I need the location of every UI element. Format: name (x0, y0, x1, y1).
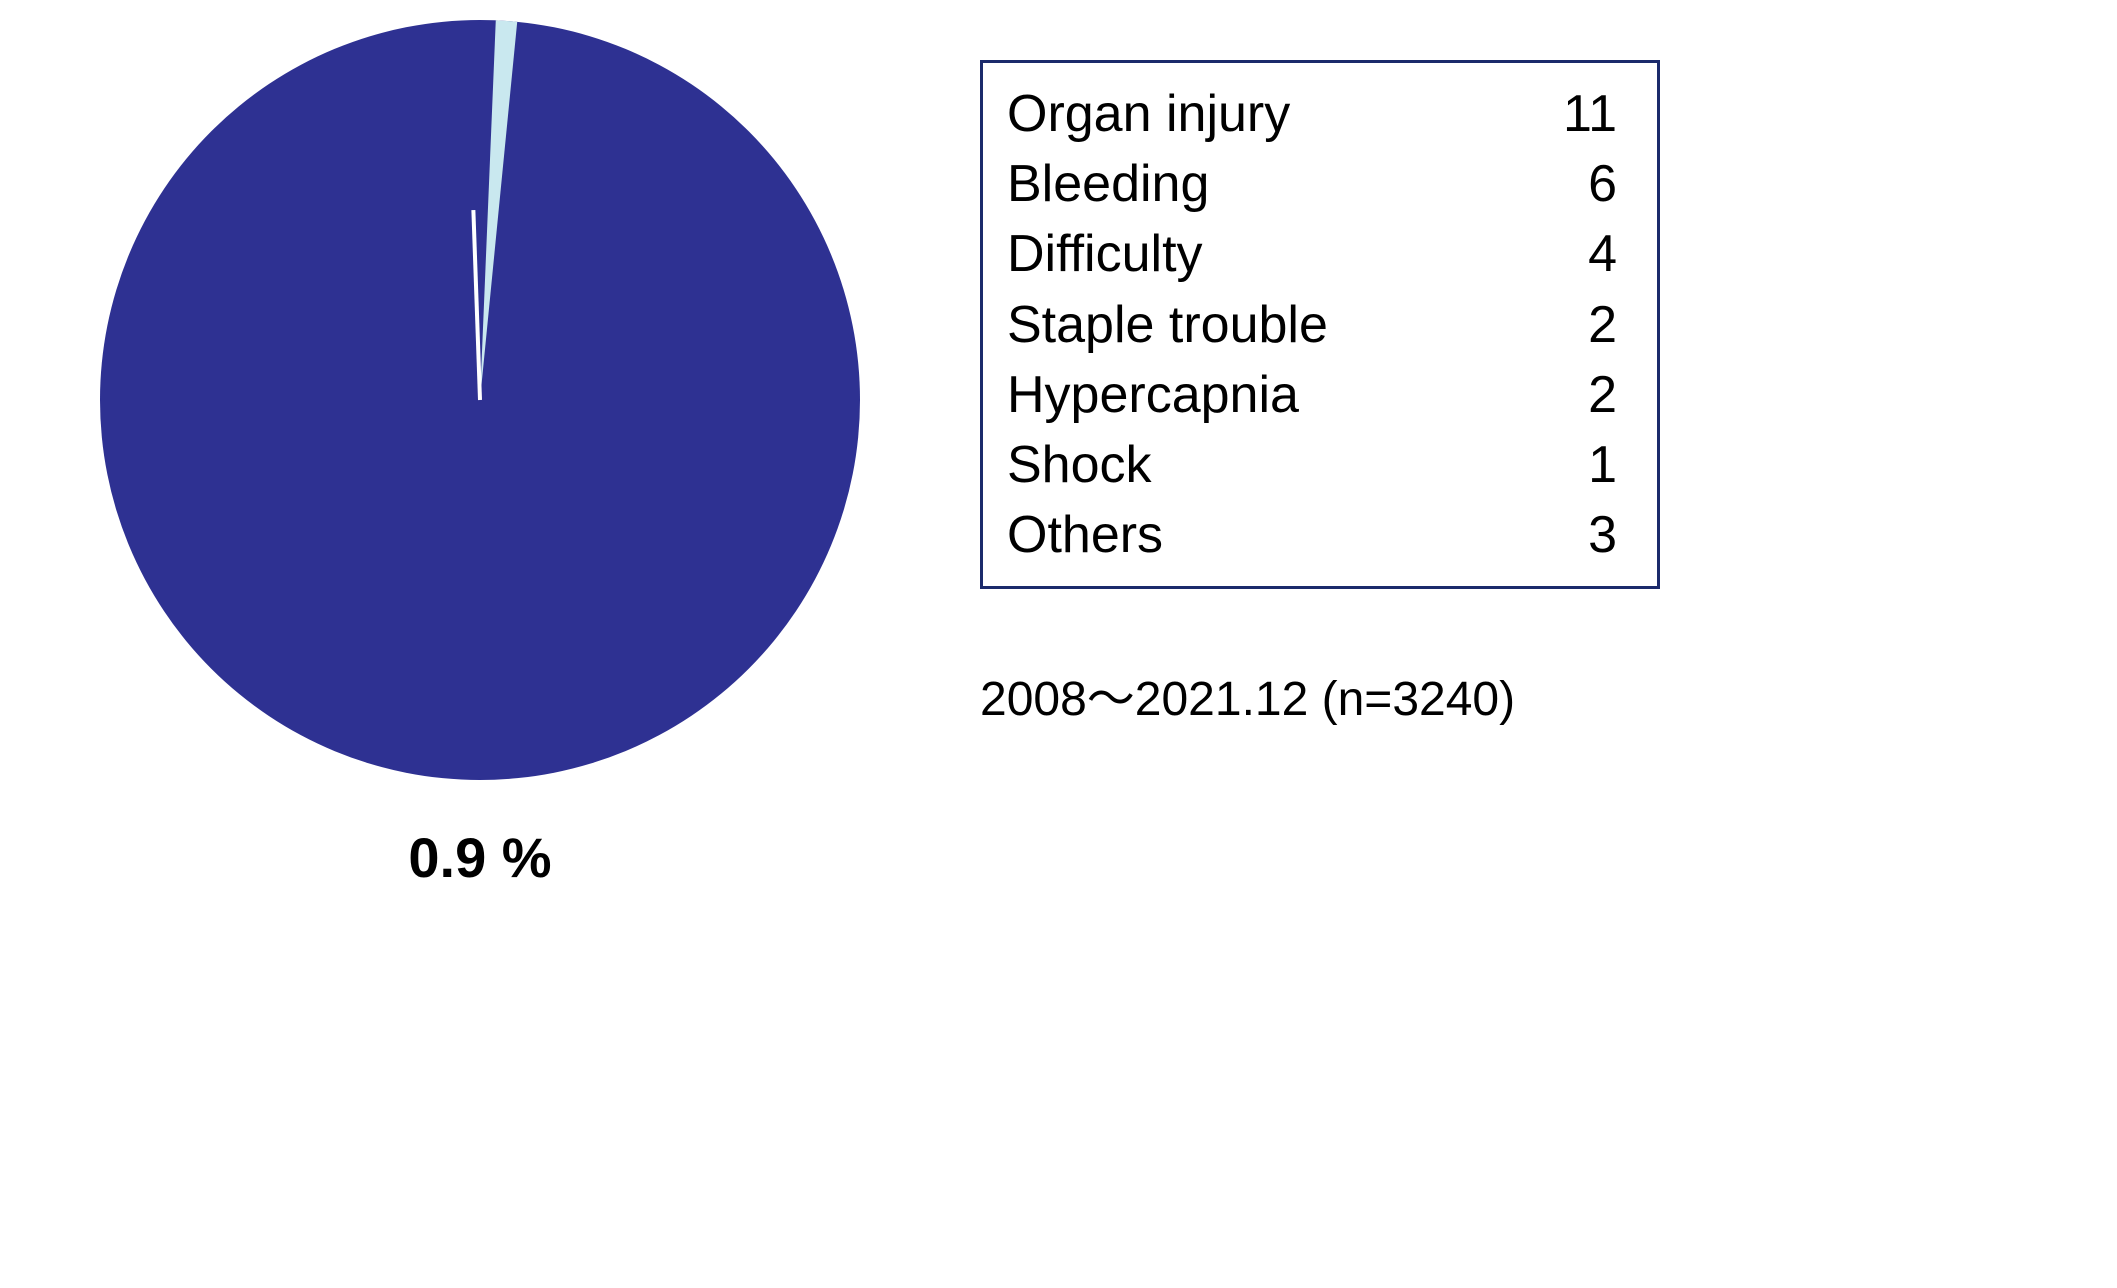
legend-value: 3 (1557, 500, 1617, 570)
legend-value: 11 (1557, 79, 1617, 149)
legend-row: Difficulty 4 (1007, 219, 1617, 289)
legend-value: 2 (1557, 360, 1617, 430)
legend-row: Hypercapnia 2 (1007, 360, 1617, 430)
legend-label: Bleeding (1007, 149, 1249, 219)
pie-svg (100, 20, 860, 780)
legend-label: Hypercapnia (1007, 360, 1339, 430)
legend-label: Shock (1007, 430, 1192, 500)
pie-chart (100, 20, 860, 785)
legend-label: Staple trouble (1007, 290, 1368, 360)
legend-value: 2 (1557, 290, 1617, 360)
legend-row: Others 3 (1007, 500, 1617, 570)
legend-value: 6 (1557, 149, 1617, 219)
legend-label: Difficulty (1007, 219, 1243, 289)
legend-label: Organ injury (1007, 79, 1330, 149)
legend-box: Organ injury11Bleeding6Difficulty4Staple… (980, 60, 1660, 589)
legend-row: Shock 1 (1007, 430, 1617, 500)
left-column: 0.9 % (100, 20, 860, 890)
legend-value: 4 (1557, 219, 1617, 289)
chart-container: 0.9 % Organ injury 11 Bleeding 6 Difficulty 4… (0, 0, 2117, 910)
period-label: 2008～2021.12 (n=3240) (980, 659, 1515, 729)
legend-label: Others (1007, 500, 1203, 570)
legend-row: Organ injury 11 (1007, 79, 1617, 149)
legend-row: Bleeding 6 (1007, 149, 1617, 219)
legend-value: 1 (1557, 430, 1617, 500)
percent-label: 0.9 % (408, 825, 551, 890)
legend-row: Staple trouble 2 (1007, 290, 1617, 360)
right-column: Organ injury11Bleeding6Difficulty4Staple… (980, 60, 1660, 729)
